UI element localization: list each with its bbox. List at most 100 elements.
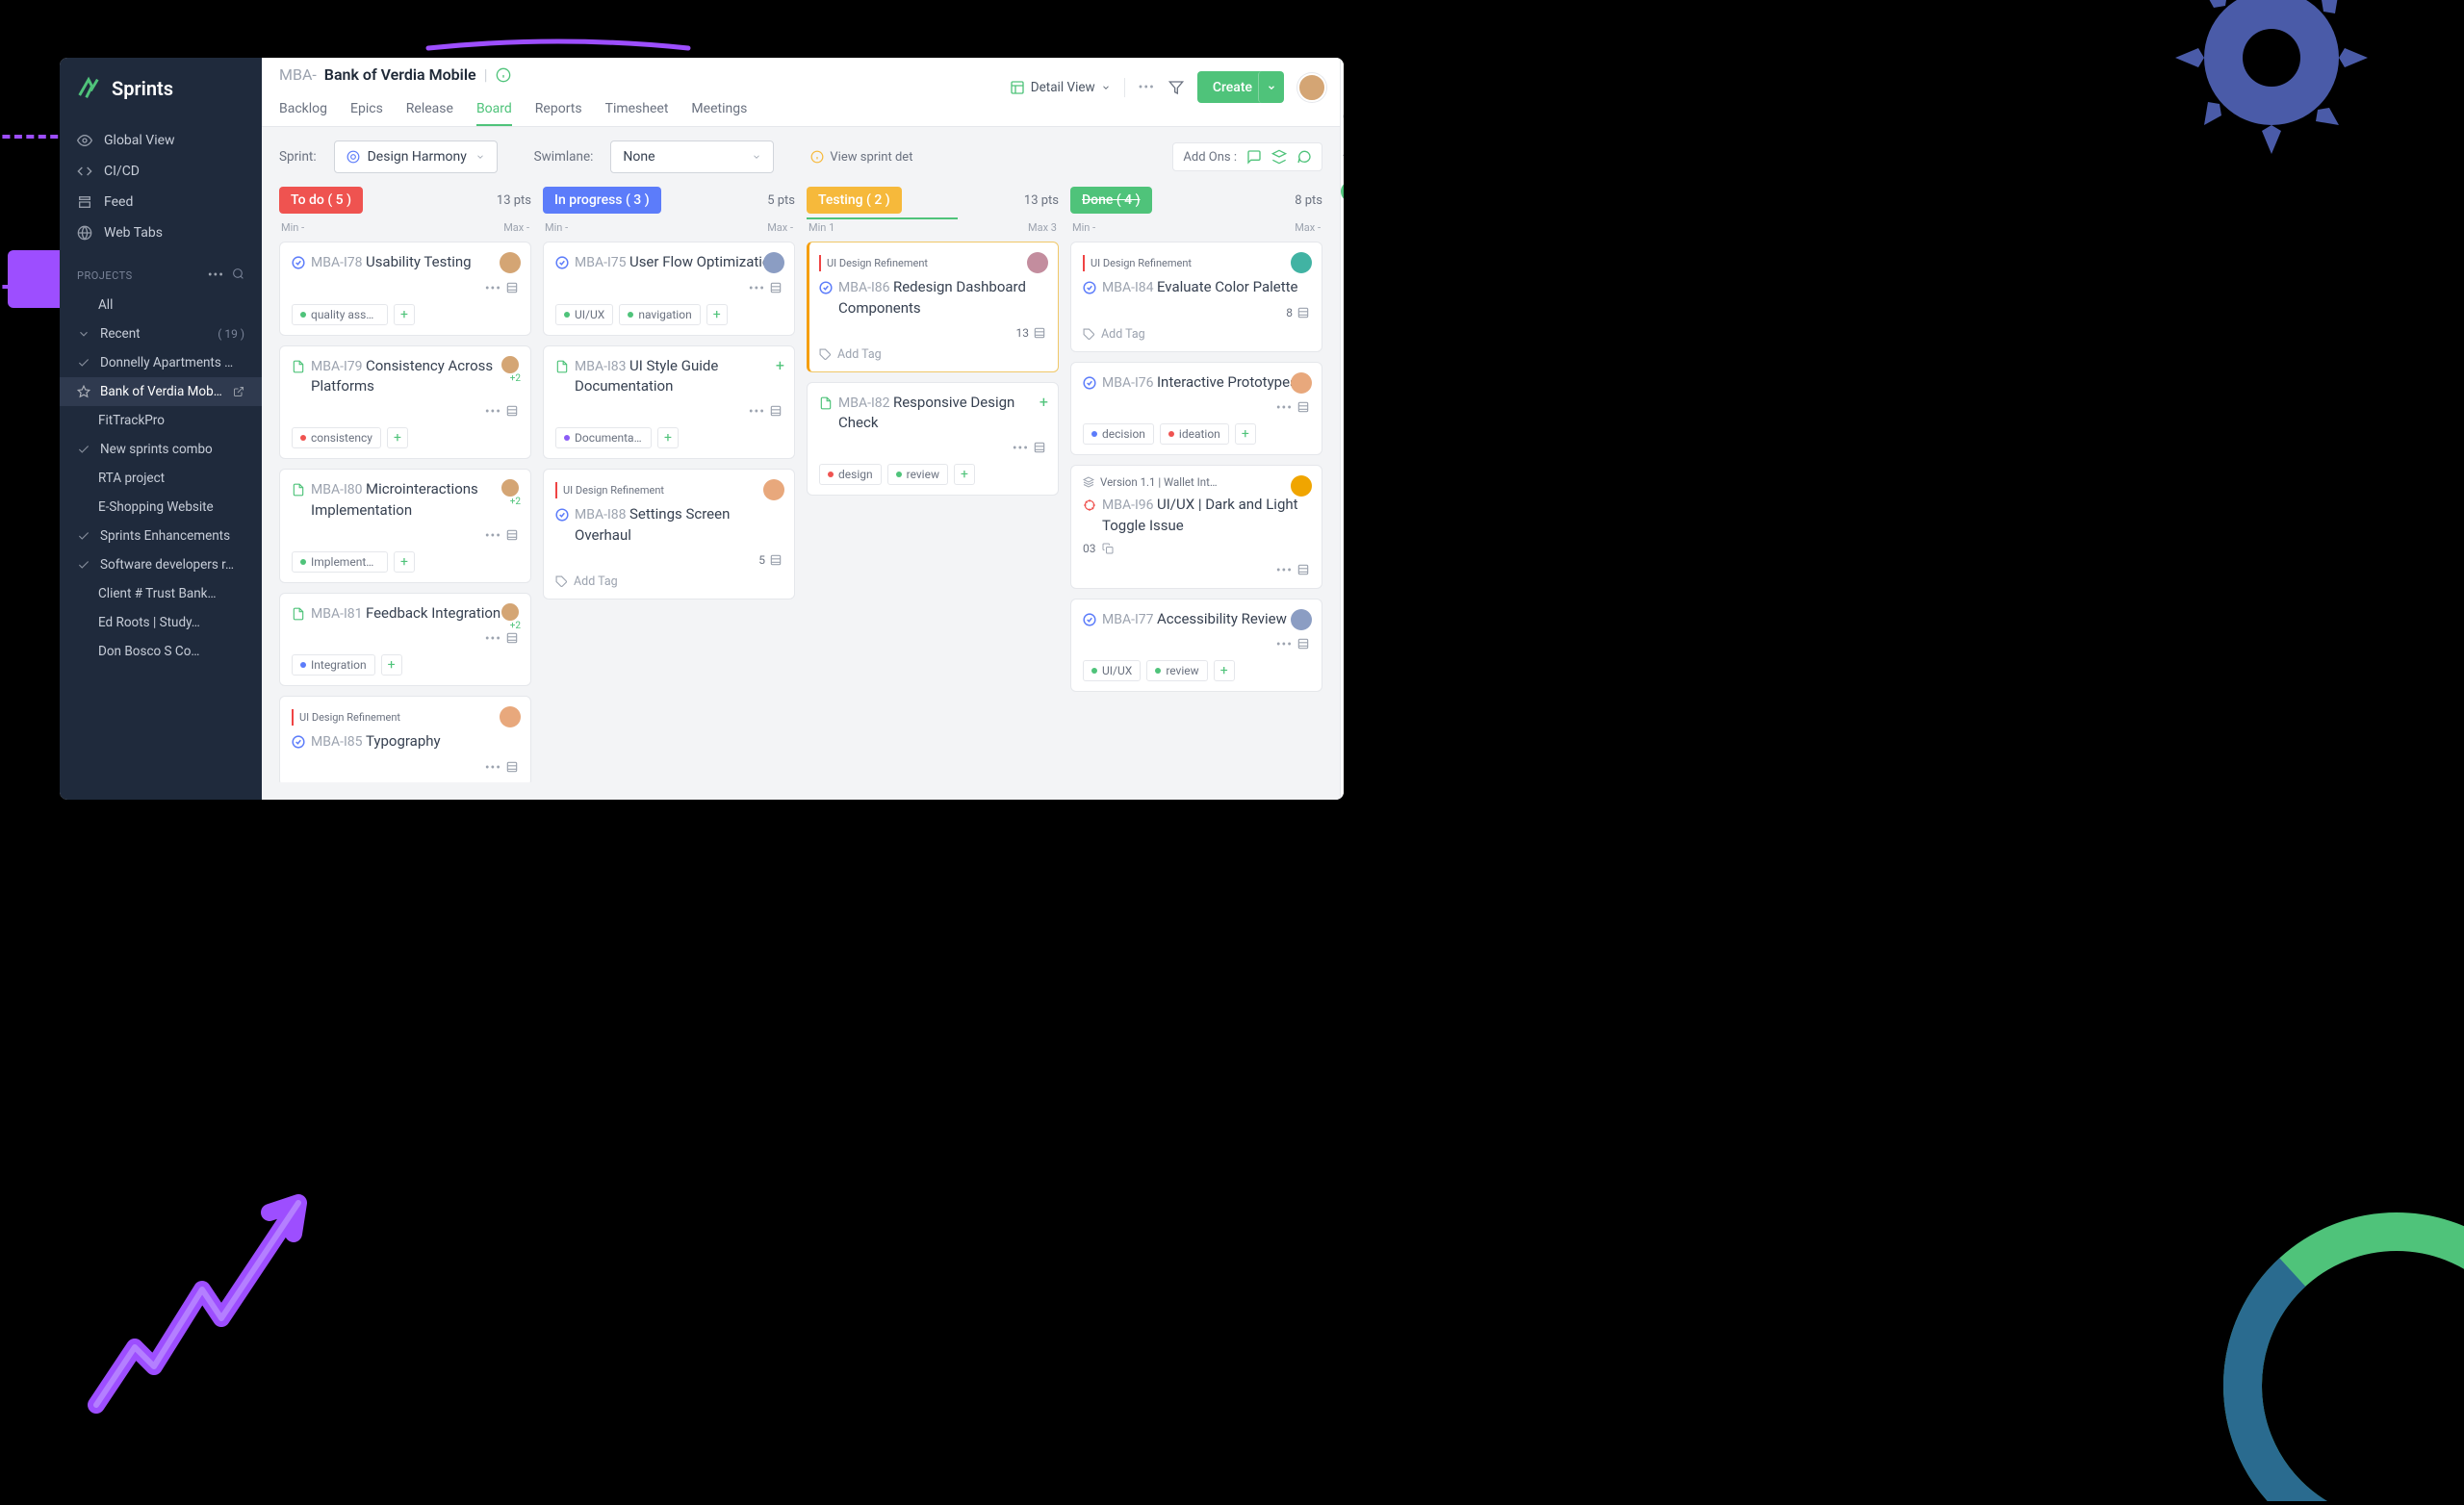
tag[interactable]: UI/UX xyxy=(1083,660,1141,681)
add-tag-button[interactable]: + xyxy=(954,464,975,485)
card[interactable]: UI Design RefinementMBA-I86 Redesign Das… xyxy=(807,242,1059,372)
tag[interactable]: Integration xyxy=(292,654,375,676)
projects-all[interactable]: All xyxy=(60,291,262,319)
card-more-icon[interactable]: ••• xyxy=(485,760,501,776)
add-tag-button[interactable]: + xyxy=(387,427,408,448)
tag[interactable]: design xyxy=(819,464,882,485)
card[interactable]: MBA-I75 User Flow Optimization•••UI/UXna… xyxy=(543,242,795,336)
nav-cicd[interactable]: CI/CD xyxy=(60,156,262,187)
project-item[interactable]: Ed Roots | Study… xyxy=(60,608,262,637)
add-tag-row[interactable]: Add Tag xyxy=(1083,327,1310,342)
card-more-icon[interactable]: ••• xyxy=(485,404,501,420)
add-tag-row[interactable]: Add Tag xyxy=(819,347,1046,362)
layers-icon[interactable] xyxy=(1271,149,1287,165)
assignee-avatars[interactable]: +2 xyxy=(500,477,521,507)
create-dropdown[interactable] xyxy=(1258,71,1284,103)
card[interactable]: UI Design RefinementMBA-I88 Settings Scr… xyxy=(543,469,795,599)
add-tag-button[interactable]: + xyxy=(706,304,728,325)
search-icon[interactable] xyxy=(232,268,244,280)
card[interactable]: UI Design RefinementMBA-I85 Typography••… xyxy=(279,696,531,782)
info-icon[interactable] xyxy=(496,67,511,83)
card[interactable]: +2MBA-I79 Consistency Across Platforms••… xyxy=(279,345,531,460)
card-more-icon[interactable]: ••• xyxy=(485,281,501,296)
project-item-active[interactable]: Bank of Verdia Mobile xyxy=(60,377,262,406)
swimlane-dropdown[interactable]: None xyxy=(610,140,774,173)
project-item[interactable]: Software developers r… xyxy=(60,550,262,579)
projects-recent[interactable]: Recent ( 19 ) xyxy=(60,319,262,348)
card-more-icon[interactable]: ••• xyxy=(485,631,501,647)
tab-epics[interactable]: Epics xyxy=(350,93,383,126)
add-tag-button[interactable]: + xyxy=(381,654,402,676)
external-icon[interactable] xyxy=(233,386,244,397)
add-tag-button[interactable]: + xyxy=(1235,423,1256,445)
add-tag-button[interactable]: + xyxy=(394,304,415,325)
assignee-avatar[interactable] xyxy=(500,706,521,727)
card[interactable]: MBA-I78 Usability Testing•••quality assu… xyxy=(279,242,531,336)
tag[interactable]: Implementati… xyxy=(292,551,388,573)
tag[interactable]: consistency xyxy=(292,427,381,448)
assignee-avatars[interactable]: +2 xyxy=(500,601,521,631)
card[interactable]: MBA-I77 Accessibility Review•••UI/UXrevi… xyxy=(1070,599,1322,693)
assignee-avatar[interactable] xyxy=(1291,475,1312,497)
card-more-icon[interactable]: ••• xyxy=(1276,563,1293,578)
assignee-avatar[interactable] xyxy=(1291,609,1312,630)
card[interactable]: Version 1.1 | Wallet Int…MBA-I96 UI/UX |… xyxy=(1070,465,1322,589)
detail-view-toggle[interactable]: Detail View xyxy=(1010,80,1111,95)
card-more-icon[interactable]: ••• xyxy=(1276,400,1293,416)
add-tag-row[interactable]: Add Tag xyxy=(555,574,783,589)
tag[interactable]: review xyxy=(887,464,948,485)
project-item[interactable]: Client # Trust Bank… xyxy=(60,579,262,608)
assignee-avatars[interactable]: +2 xyxy=(500,354,521,384)
tab-meetings[interactable]: Meetings xyxy=(691,93,747,126)
notifications[interactable]: 90 xyxy=(1343,142,1344,164)
project-item[interactable]: RTA project xyxy=(60,464,262,493)
card-add-icon[interactable]: + xyxy=(776,356,784,374)
card-add-icon[interactable]: + xyxy=(1040,393,1048,411)
tag[interactable]: UI/UX xyxy=(555,304,613,325)
project-item[interactable]: FitTrackPro xyxy=(60,406,262,435)
tag[interactable]: Documentati… xyxy=(555,427,652,448)
assignee-avatar[interactable] xyxy=(1291,372,1312,394)
card[interactable]: +2MBA-I81 Feedback Integration•••Integra… xyxy=(279,593,531,687)
assignee-avatar[interactable] xyxy=(1291,252,1312,273)
card[interactable]: +MBA-I82 Responsive Design Check•••desig… xyxy=(807,382,1059,497)
assignee-avatar[interactable] xyxy=(763,252,784,273)
tag[interactable]: ideation xyxy=(1160,423,1229,445)
tab-reports[interactable]: Reports xyxy=(535,93,582,126)
card-more-icon[interactable]: ••• xyxy=(1276,637,1293,652)
tab-timesheet[interactable]: Timesheet xyxy=(605,93,669,126)
tab-board[interactable]: Board xyxy=(476,93,512,126)
logo[interactable]: Sprints xyxy=(60,58,262,119)
card[interactable]: +2MBA-I80 Microinteractions Implementati… xyxy=(279,469,531,583)
card-more-icon[interactable]: ••• xyxy=(485,528,501,544)
tag[interactable]: navigation xyxy=(619,304,700,325)
project-item[interactable]: New sprints combo xyxy=(60,435,262,464)
search-icon[interactable] xyxy=(1343,73,1344,90)
card[interactable]: MBA-I76 Interactive Prototypes•••decisio… xyxy=(1070,362,1322,456)
card[interactable]: +MBA-I83 UI Style Guide Documentation•••… xyxy=(543,345,795,460)
project-item[interactable]: Sprints Enhancements xyxy=(60,522,262,550)
nav-feed[interactable]: Feed xyxy=(60,187,262,217)
rail-add-button[interactable]: + xyxy=(1341,181,1344,202)
chat-icon[interactable] xyxy=(1296,149,1312,165)
tag[interactable]: review xyxy=(1146,660,1207,681)
tab-backlog[interactable]: Backlog xyxy=(279,93,327,126)
view-sprint-details[interactable]: View sprint det xyxy=(810,150,912,165)
project-item[interactable]: E-Shopping Website xyxy=(60,493,262,522)
card[interactable]: UI Design RefinementMBA-I84 Evaluate Col… xyxy=(1070,242,1322,352)
clock-icon[interactable] xyxy=(1343,108,1344,125)
add-tag-button[interactable]: + xyxy=(394,551,415,573)
tab-release[interactable]: Release xyxy=(406,93,453,126)
tag[interactable]: quality assura… xyxy=(292,304,388,325)
nav-webtabs[interactable]: Web Tabs xyxy=(60,217,262,248)
user-avatar[interactable] xyxy=(1297,73,1326,102)
tag[interactable]: decision xyxy=(1083,423,1154,445)
card-more-icon[interactable]: ••• xyxy=(749,404,765,420)
assignee-avatar[interactable] xyxy=(1027,252,1048,273)
gear-icon[interactable] xyxy=(1343,58,1344,69)
card-more-icon[interactable]: ••• xyxy=(1013,441,1029,456)
assignee-avatar[interactable] xyxy=(763,479,784,500)
assignee-avatar[interactable] xyxy=(500,252,521,273)
filter-icon[interactable] xyxy=(1168,80,1184,95)
project-item[interactable]: Don Bosco S Co… xyxy=(60,637,262,666)
